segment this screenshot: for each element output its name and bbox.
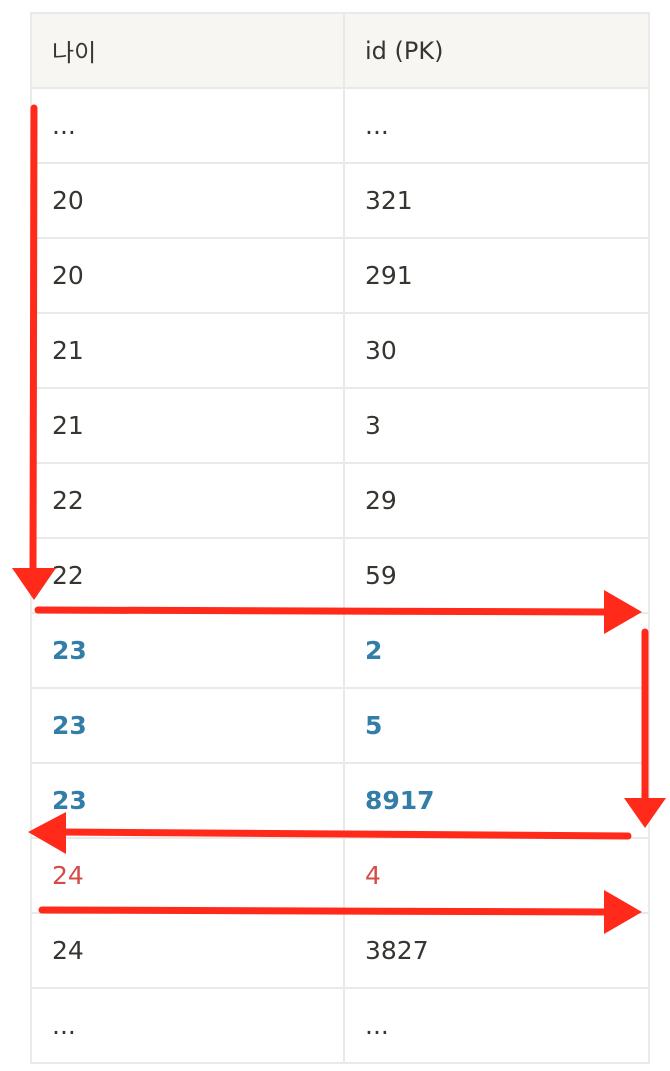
cell-id: ... (345, 89, 650, 162)
table-row: 24 3827 (32, 914, 650, 989)
cell-age: ... (32, 989, 345, 1062)
cell-age: 21 (32, 389, 345, 462)
cell-age: 21 (32, 314, 345, 387)
table-row: ... ... (32, 89, 650, 164)
table-row-highlighted-blue: 23 2 (32, 614, 650, 689)
table-row: 22 59 (32, 539, 650, 614)
cell-id: 291 (345, 239, 650, 312)
header-age: 나이 (32, 14, 345, 87)
cell-id: 3827 (345, 914, 650, 987)
cell-age: 20 (32, 239, 345, 312)
cell-id: 4 (345, 839, 650, 912)
table-row-highlighted-blue: 23 8917 (32, 764, 650, 839)
cell-id: 8917 (345, 764, 650, 837)
cell-age: 22 (32, 464, 345, 537)
index-table: 나이 id (PK) ... ... 20 321 20 291 21 30 2… (30, 12, 650, 1064)
cell-age: ... (32, 89, 345, 162)
table-row-highlighted-blue: 23 5 (32, 689, 650, 764)
table-row: ... ... (32, 989, 650, 1064)
cell-id: 59 (345, 539, 650, 612)
cell-age: 22 (32, 539, 345, 612)
cell-id: 30 (345, 314, 650, 387)
cell-age: 20 (32, 164, 345, 237)
cell-id: ... (345, 989, 650, 1062)
table-header-row: 나이 id (PK) (32, 14, 650, 89)
header-id-pk: id (PK) (345, 14, 650, 87)
cell-age: 23 (32, 614, 345, 687)
table-row: 20 321 (32, 164, 650, 239)
table-row: 20 291 (32, 239, 650, 314)
cell-id: 2 (345, 614, 650, 687)
cell-id: 5 (345, 689, 650, 762)
cell-age: 23 (32, 689, 345, 762)
table-row: 21 3 (32, 389, 650, 464)
cell-id: 3 (345, 389, 650, 462)
table-row: 21 30 (32, 314, 650, 389)
cell-age: 24 (32, 914, 345, 987)
cell-id: 321 (345, 164, 650, 237)
cell-age: 23 (32, 764, 345, 837)
cell-age: 24 (32, 839, 345, 912)
table-row-highlighted-red: 24 4 (32, 839, 650, 914)
cell-id: 29 (345, 464, 650, 537)
table-row: 22 29 (32, 464, 650, 539)
